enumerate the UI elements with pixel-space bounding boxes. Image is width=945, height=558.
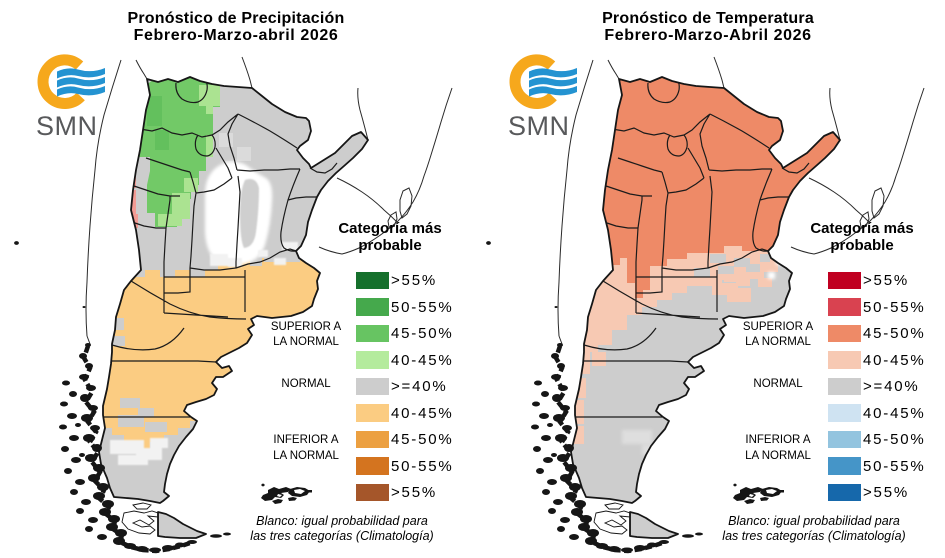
svg-text:SMN: SMN	[508, 111, 570, 141]
svg-text:SMN: SMN	[36, 111, 98, 141]
